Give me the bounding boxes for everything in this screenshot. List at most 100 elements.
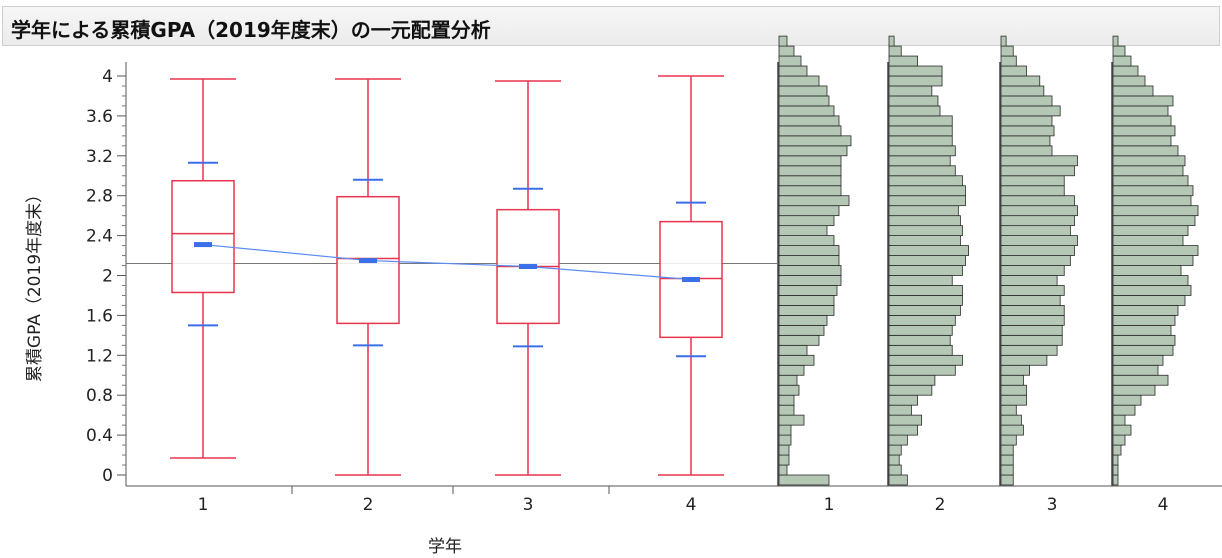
histogram-3 [1000, 35, 1078, 486]
histogram-bar [778, 424, 792, 436]
x-axis-label: 学年 [428, 537, 462, 557]
histogram-bar [1000, 105, 1061, 117]
histogram-bar [778, 255, 840, 266]
histogram-bar [778, 155, 842, 167]
histogram-bar [1112, 95, 1174, 107]
histogram-bar [1000, 205, 1078, 217]
histogram-bar [1000, 125, 1055, 137]
histogram-bar [778, 474, 830, 486]
histogram-bar [1112, 55, 1132, 67]
histogram-bar [888, 125, 953, 137]
histogram-bar [888, 374, 936, 386]
histogram-bar [778, 384, 800, 396]
histogram-bar [1112, 414, 1126, 426]
histogram-bar [1000, 85, 1045, 97]
histogram-bar [778, 65, 808, 77]
histogram-bar [888, 205, 959, 217]
histogram-bar [1000, 454, 1014, 466]
mean-marker [519, 264, 537, 270]
histogram-bar [1112, 145, 1179, 157]
histogram-bar [1000, 115, 1053, 127]
histogram-bar [1112, 434, 1126, 446]
histogram-bar [1000, 215, 1075, 227]
histogram-bar [778, 145, 848, 157]
histogram-bar [1112, 295, 1186, 306]
histogram-bar [778, 135, 852, 147]
histogram-bar [778, 434, 792, 446]
histogram-bar [1112, 235, 1184, 246]
histogram-bar [778, 414, 805, 426]
histogram-bar [888, 175, 963, 187]
histogram-bar [888, 135, 953, 147]
histogram-bar [888, 464, 902, 476]
histogram-bar [1000, 364, 1030, 376]
histogram-bar [1112, 255, 1194, 266]
histogram-bar [778, 464, 788, 476]
histogram-bar [1000, 275, 1058, 286]
histogram-bar [1000, 155, 1078, 167]
histogram-bar [1000, 255, 1071, 266]
histogram-bar [778, 115, 840, 127]
histogram-bar [778, 404, 795, 416]
histogram-bar [1000, 314, 1065, 326]
histogram-bar [1112, 85, 1154, 97]
histogram-bar [1112, 105, 1169, 117]
histogram-bar [778, 285, 838, 296]
histogram-bar [1000, 464, 1014, 476]
histogram-bar [778, 374, 798, 386]
histogram-bar [888, 145, 956, 157]
histogram-bar [1000, 354, 1048, 366]
histogram-bar [1000, 295, 1061, 306]
histogram-bar [1112, 344, 1174, 356]
box-plot-1 [170, 78, 236, 459]
y-tick-label: 2.4 [86, 227, 113, 247]
histogram-bar [888, 65, 943, 77]
histogram-bar [1000, 175, 1065, 187]
histogram-bar [778, 235, 835, 246]
histogram-bar [1112, 35, 1119, 47]
histogram-bar [778, 295, 835, 306]
y-tick-label: 0.4 [86, 426, 113, 446]
mean-marker [682, 276, 700, 282]
histogram-bar [1000, 195, 1075, 207]
histogram-bar [888, 265, 963, 276]
histogram-bar [1112, 374, 1169, 386]
histogram-bar [1112, 305, 1179, 316]
histogram-bar [888, 404, 912, 416]
histogram-bar [1000, 334, 1063, 346]
histogram-bar [778, 344, 808, 356]
histogram-bar [778, 125, 842, 137]
y-tick-label: 4 [102, 67, 113, 87]
histogram-bar [1000, 135, 1051, 147]
histogram-bar [778, 95, 830, 107]
histogram-bar [1112, 195, 1192, 207]
histogram-bar [1000, 235, 1078, 246]
histogram-bar [778, 324, 825, 336]
mean-connect-line [202, 243, 692, 281]
histogram-bar [1112, 384, 1156, 396]
histogram-bar [888, 115, 953, 127]
histogram-bar [888, 275, 953, 286]
histogram-bar [1000, 434, 1017, 446]
histogram-bar [888, 314, 956, 326]
histogram-bar [1112, 245, 1199, 256]
histogram-label: 4 [1158, 495, 1169, 515]
mean-marker [359, 258, 377, 264]
histogram-bar [1112, 215, 1196, 227]
histogram-bar [1112, 464, 1119, 476]
histogram-bar [1000, 145, 1053, 157]
y-tick-label: 1.2 [86, 346, 113, 366]
histogram-bar [888, 225, 963, 237]
histogram-bar [1112, 115, 1172, 127]
histogram-bar [1112, 185, 1194, 197]
histogram-bar [1000, 384, 1027, 396]
histogram-bar [888, 215, 961, 227]
histogram-bar [1112, 454, 1119, 466]
histogram-bar [778, 354, 815, 366]
histogram-bar [888, 85, 933, 97]
histogram-bar [778, 55, 802, 67]
histogram-bar [1112, 285, 1192, 296]
histogram-bar [1112, 165, 1184, 177]
mean-marker [194, 242, 212, 248]
histogram-bar [778, 205, 840, 217]
